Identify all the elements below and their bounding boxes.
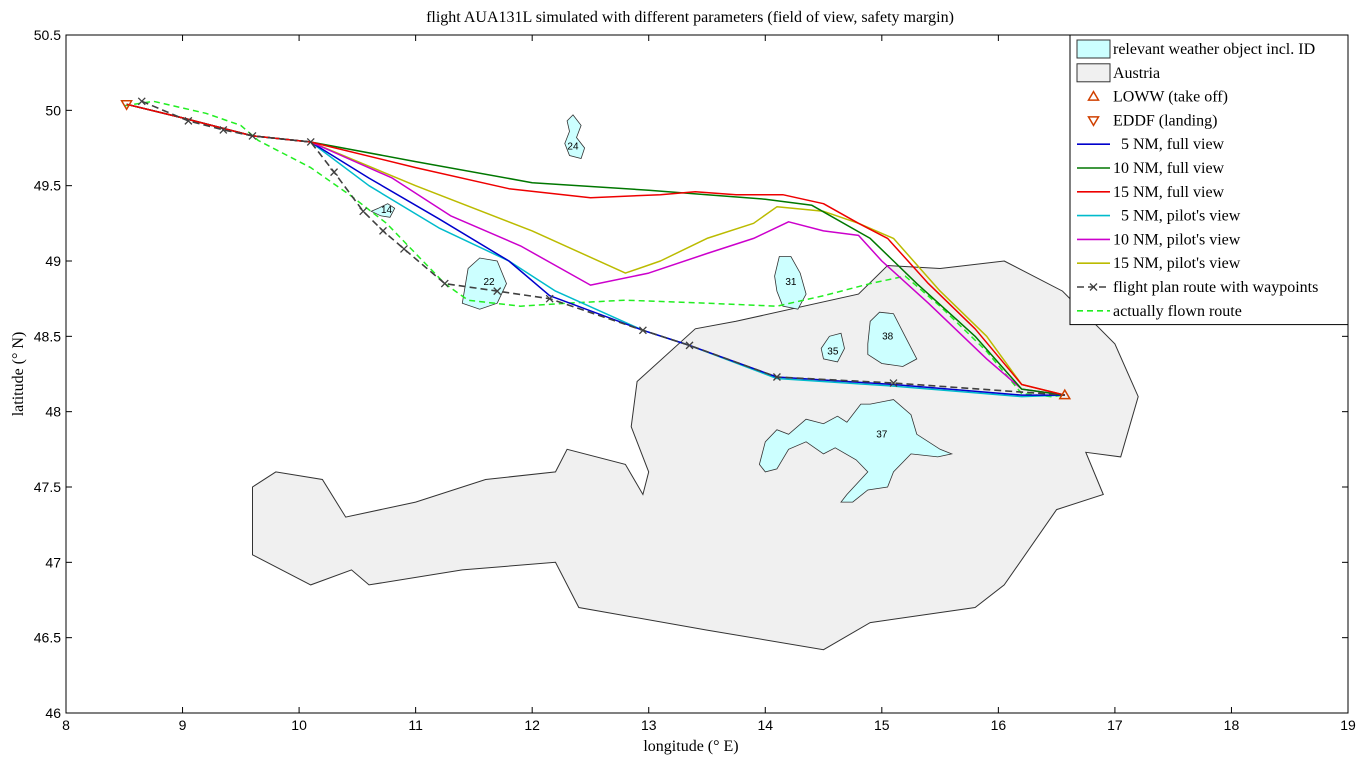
- legend-label-s10p: 10 NM, pilot's view: [1113, 231, 1241, 248]
- legend-label-plan: flight plan route with waypoints: [1113, 279, 1318, 296]
- y-tick-label: 46: [45, 705, 61, 721]
- legend-label-austria: Austria: [1113, 65, 1160, 82]
- legend-swatch-loww: [1087, 90, 1100, 101]
- weather-object-14: [370, 203, 396, 218]
- y-tick-label: 49.5: [34, 178, 61, 194]
- waypoint-marker: [306, 138, 315, 146]
- airport-marker-eddf: [120, 100, 133, 111]
- weather-object-label: 24: [567, 141, 579, 152]
- y-tick-label: 48.5: [34, 328, 61, 344]
- weather-object-label: 37: [876, 429, 888, 440]
- y-tick-label: 47.5: [34, 479, 61, 495]
- waypoint-marker: [379, 226, 387, 235]
- legend-box: [1069, 34, 1349, 326]
- legend-label-weather: relevant weather object incl. ID: [1113, 41, 1315, 58]
- waypoint-marker: [184, 116, 193, 125]
- weather-object-label: 38: [882, 331, 894, 342]
- weather-object-22: [461, 257, 507, 310]
- weather-object-35: [820, 332, 845, 363]
- y-tick-label: 49: [45, 253, 61, 269]
- waypoint-marker: [248, 131, 257, 140]
- legend-label-eddf: EDDF (landing): [1113, 112, 1217, 129]
- legend: relevant weather object incl. ID Austria L…: [1069, 34, 1349, 326]
- weather-object-label: 14: [381, 205, 393, 216]
- weather-object-37: [758, 399, 954, 503]
- legend-label-s15f: 15 NM, full view: [1113, 184, 1225, 201]
- legend-label-s10f: 10 NM, full view: [1113, 160, 1225, 177]
- waypoint-marker: [545, 294, 554, 303]
- series-line-flown: [124, 100, 1065, 398]
- legend-swatch-eddf: [1087, 116, 1100, 127]
- waypoint-marker: [493, 287, 502, 296]
- x-tick-label: 9: [179, 717, 187, 733]
- x-tick-label: 11: [408, 717, 423, 733]
- x-tick-label: 18: [1224, 717, 1240, 733]
- waypoint-marker: [400, 244, 408, 253]
- x-axis-title: longitude (° E): [643, 738, 738, 755]
- waypoint-marker: [685, 341, 694, 350]
- legend-label-s5p: 5 NM, pilot's view: [1113, 208, 1241, 225]
- weather-object-label: 31: [785, 277, 797, 288]
- legend-label-s15p: 15 NM, pilot's view: [1113, 255, 1241, 272]
- airport-marker-loww: [1058, 388, 1072, 400]
- weather-object-24: [564, 114, 586, 159]
- x-tick-label: 14: [757, 717, 773, 733]
- waypoint-marker: [772, 373, 781, 381]
- waypoint-marker: [889, 379, 898, 387]
- x-tick-label: 13: [641, 717, 657, 733]
- legend-marker: [1089, 283, 1098, 291]
- chart-title: flight AUA131L simulated with different …: [426, 9, 954, 26]
- series-line-plan: [141, 100, 1065, 396]
- legend-swatch-weather: [1076, 39, 1111, 59]
- x-tick-label: 16: [991, 717, 1007, 733]
- waypoint-marker: [638, 326, 647, 335]
- y-tick-label: 47: [45, 554, 61, 570]
- weather-object-label: 35: [827, 346, 839, 357]
- weather-object-38: [867, 311, 918, 367]
- y-tick-label: 50.5: [34, 27, 61, 43]
- legend-label-loww: LOWW (take off): [1113, 89, 1228, 106]
- legend-label-flown: actually flown route: [1113, 303, 1242, 320]
- waypoint-marker: [137, 97, 146, 106]
- waypoint-marker: [219, 125, 228, 134]
- y-tick-label: 48: [45, 404, 61, 420]
- x-tick-label: 19: [1340, 717, 1356, 733]
- x-tick-label: 10: [291, 717, 307, 733]
- legend-swatch-austria: [1076, 63, 1111, 83]
- waypoint-marker: [330, 168, 339, 177]
- y-tick-label: 46.5: [34, 630, 61, 646]
- weather-object-31: [774, 256, 807, 310]
- x-tick-label: 17: [1107, 717, 1123, 733]
- y-tick-label: 50: [45, 102, 61, 118]
- legend-label-s5f: 5 NM, full view: [1113, 136, 1225, 153]
- x-tick-label: 15: [874, 717, 890, 733]
- weather-object-label: 22: [483, 277, 495, 288]
- axes-frame: [65, 34, 1349, 714]
- waypoint-marker: [359, 207, 368, 216]
- x-tick-label: 12: [524, 717, 540, 733]
- waypoint-marker: [440, 279, 449, 288]
- x-tick-label: 8: [62, 717, 70, 733]
- y-axis-title: latitude (° N): [10, 332, 27, 417]
